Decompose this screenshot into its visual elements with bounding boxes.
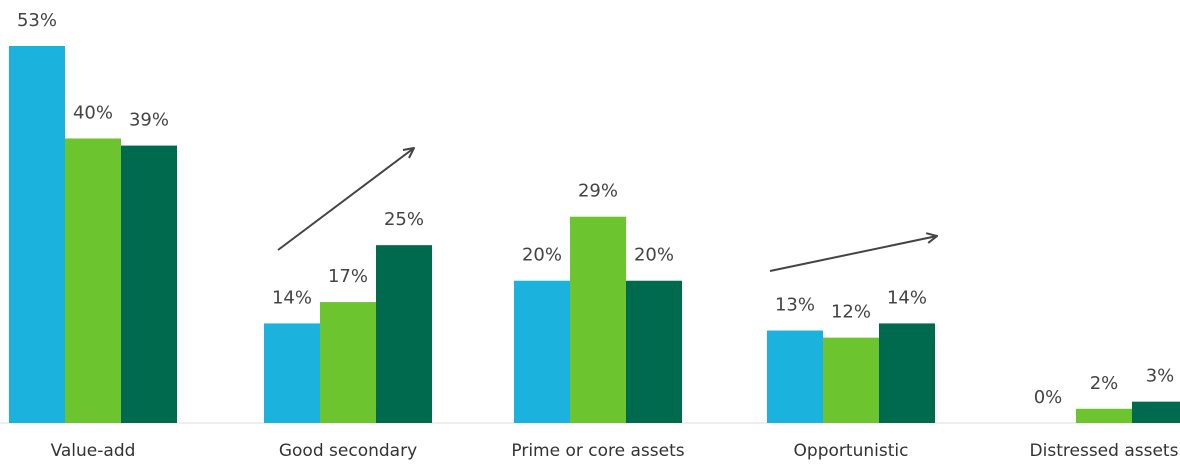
data-label-opportunistic-series-3: 14% [887, 287, 927, 308]
data-label-prime-or-core-assets-series-1: 20% [522, 245, 562, 266]
category-label-value-add: Value-add [51, 441, 136, 461]
bar-distressed-assets-series-2 [1076, 408, 1132, 423]
bar-good-secondary-series-1 [264, 323, 320, 423]
category-label-distressed-assets: Distressed assets [1030, 441, 1179, 461]
data-label-distressed-assets-series-3: 3% [1146, 366, 1175, 387]
bar-prime-or-core-assets-series-1 [514, 280, 570, 423]
data-label-distressed-assets-series-2: 2% [1090, 373, 1119, 394]
category-label-good-secondary: Good secondary [279, 441, 417, 461]
value-labels-layer: 53% 40% 39% 14% 17% 25% 20% 29% 20% 13% 12% 14% 0% 2%… [17, 10, 1174, 408]
trend-arrow-opportunistic [769, 236, 937, 272]
data-label-good-secondary-series-3: 25% [384, 209, 424, 230]
bar-opportunistic-series-2 [823, 337, 879, 423]
trend-arrow-good-secondary [277, 148, 414, 251]
bar-opportunistic-series-3 [879, 323, 935, 423]
bar-distressed-assets-series-3 [1132, 401, 1180, 423]
category-label-opportunistic: Opportunistic [794, 441, 909, 461]
data-label-good-secondary-series-1: 14% [272, 287, 312, 308]
category-labels-layer: Value-add Good secondary Prime or core ass… [51, 441, 1179, 461]
bar-prime-or-core-assets-series-3 [626, 280, 682, 423]
bar-value-add-series-1 [9, 46, 65, 423]
bar-prime-or-core-assets-series-2 [570, 216, 626, 423]
data-label-value-add-series-1: 53% [17, 10, 57, 31]
bar-good-secondary-series-2 [320, 302, 376, 423]
bar-good-secondary-series-3 [376, 245, 432, 423]
bars-layer [9, 46, 1180, 424]
bar-opportunistic-series-1 [767, 330, 823, 423]
trend-arrows-layer [277, 148, 937, 272]
data-label-opportunistic-series-2: 12% [831, 302, 871, 323]
bar-value-add-series-3 [121, 145, 177, 423]
data-label-value-add-series-3: 39% [129, 110, 169, 131]
data-label-value-add-series-2: 40% [73, 102, 113, 123]
data-label-opportunistic-series-1: 13% [775, 295, 815, 316]
bar-value-add-series-2 [65, 138, 121, 424]
data-label-prime-or-core-assets-series-2: 29% [578, 181, 618, 202]
category-label-prime-or-core-assets: Prime or core assets [511, 441, 684, 461]
data-label-distressed-assets-series-1: 0% [1034, 387, 1063, 408]
data-label-good-secondary-series-2: 17% [328, 266, 368, 287]
data-label-prime-or-core-assets-series-3: 20% [634, 245, 674, 266]
